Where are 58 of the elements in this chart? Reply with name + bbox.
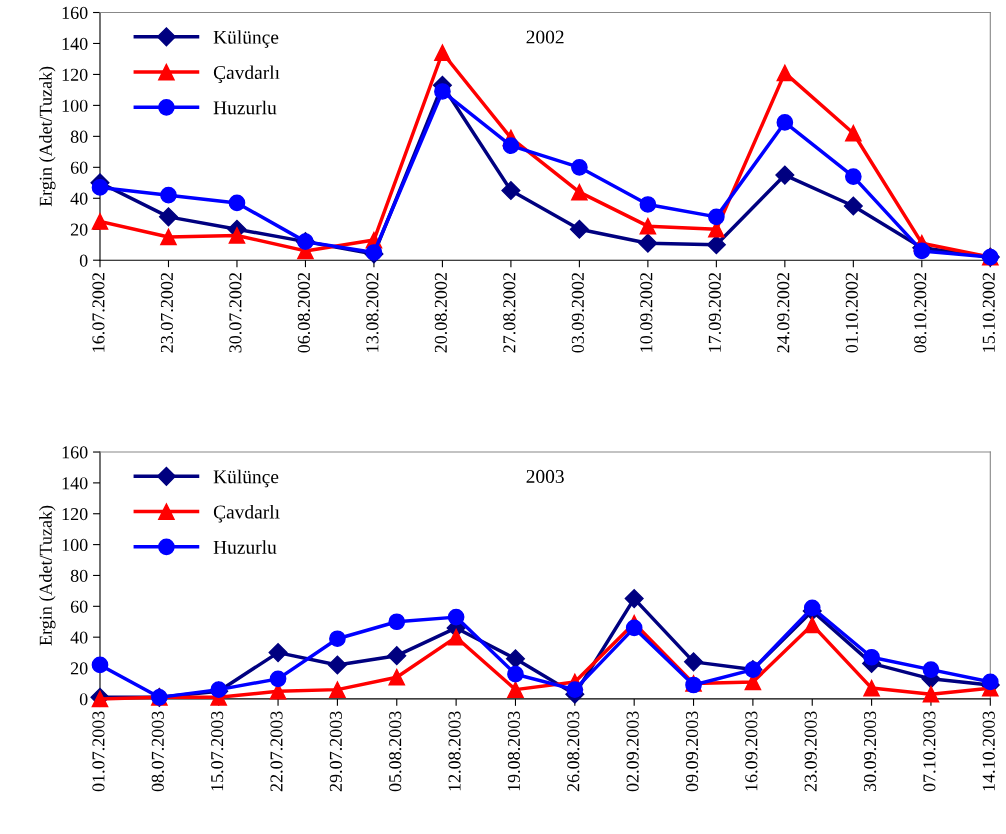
x-tick-label: 08.10.2002 [914,273,927,353]
y-tick-label: 100 [62,538,88,552]
y-tick-label: 60 [70,600,88,613]
x-tick-label: 03.09.2002 [571,273,584,353]
y-tick-label: 0 [79,254,88,267]
x-tick-label: 02.09.2003 [626,711,639,792]
x-tick-label: 23.07.2002 [160,273,174,353]
y-tick-label: 40 [70,192,88,205]
y-tick-label: 100 [62,99,88,112]
x-tick-label: 24.09.2002 [777,273,790,353]
y-tick-label: 120 [62,508,88,521]
legend-label: Huzurlu [213,100,277,115]
y-tick-label: 80 [70,569,88,582]
x-tick-label: 01.07.2003 [92,711,105,792]
x-tick-label: 12.08.2003 [448,711,461,791]
text: 2002 [526,30,564,44]
x-tick-label: 29.07.2003 [329,711,343,792]
y-tick-label: 160 [62,6,88,19]
x-tick-label: 01.10.2002 [845,273,858,353]
x-tick-label: 05.08.2003 [389,711,402,792]
legend-label: Huzurlu [213,540,277,554]
x-tick-label: 26.08.2003 [567,711,580,792]
y-tick-label: 40 [70,631,88,644]
x-tick-label: 15.10.2002 [982,273,995,352]
x-tick-label: 14.10.2003 [982,711,995,791]
x-tick-label: 13.08.2002 [366,273,379,352]
x-tick-label: 30.09.2003 [863,711,877,792]
y-tick-label: 20 [70,662,88,675]
y-tick-label: 20 [70,223,88,236]
x-tick-label: 30.07.2002 [229,273,242,353]
x-tick-label: 10.09.2002 [640,273,653,352]
legend-label: Külünçe [213,469,279,488]
y-axis-title: Ergin (Adet/Tuzak) [39,66,56,207]
x-tick-label: 22.07.2003 [270,711,283,792]
y-tick-label: 120 [62,68,88,81]
y-tick-label: 80 [70,130,88,143]
y-tick-label: 140 [62,37,88,50]
x-tick-label: 23.09.2003 [804,711,817,792]
legend-label: Külünçe [213,30,279,48]
x-tick-label: 08.07.2003 [151,711,164,792]
x-tick-label: 07.10.2003 [923,711,936,792]
x-tick-label: 15.07.2003 [211,711,224,791]
text: 2003 [526,469,564,483]
y-tick-label: 0 [79,693,88,706]
legend-label: Çavdarlı [213,65,280,84]
y-tick-label: 140 [62,477,88,490]
x-tick-label: 06.08.2002 [297,273,311,353]
x-tick-label: 27.08.2002 [503,273,516,353]
y-tick-label: 60 [70,161,88,174]
x-tick-label: 16.09.2003 [745,711,758,791]
x-tick-label: 09.09.2003 [685,711,699,792]
legend-label: Çavdarlı [213,504,280,523]
y-axis-title: Ergin (Adet/Tuzak) [39,505,56,646]
x-tick-label: 17.09.2002 [708,273,721,352]
y-tick-label: 160 [62,446,88,459]
x-tick-label: 19.08.2003 [507,711,521,791]
x-tick-label: 16.07.2002 [92,273,105,352]
x-tick-label: 20.08.2002 [434,273,448,353]
